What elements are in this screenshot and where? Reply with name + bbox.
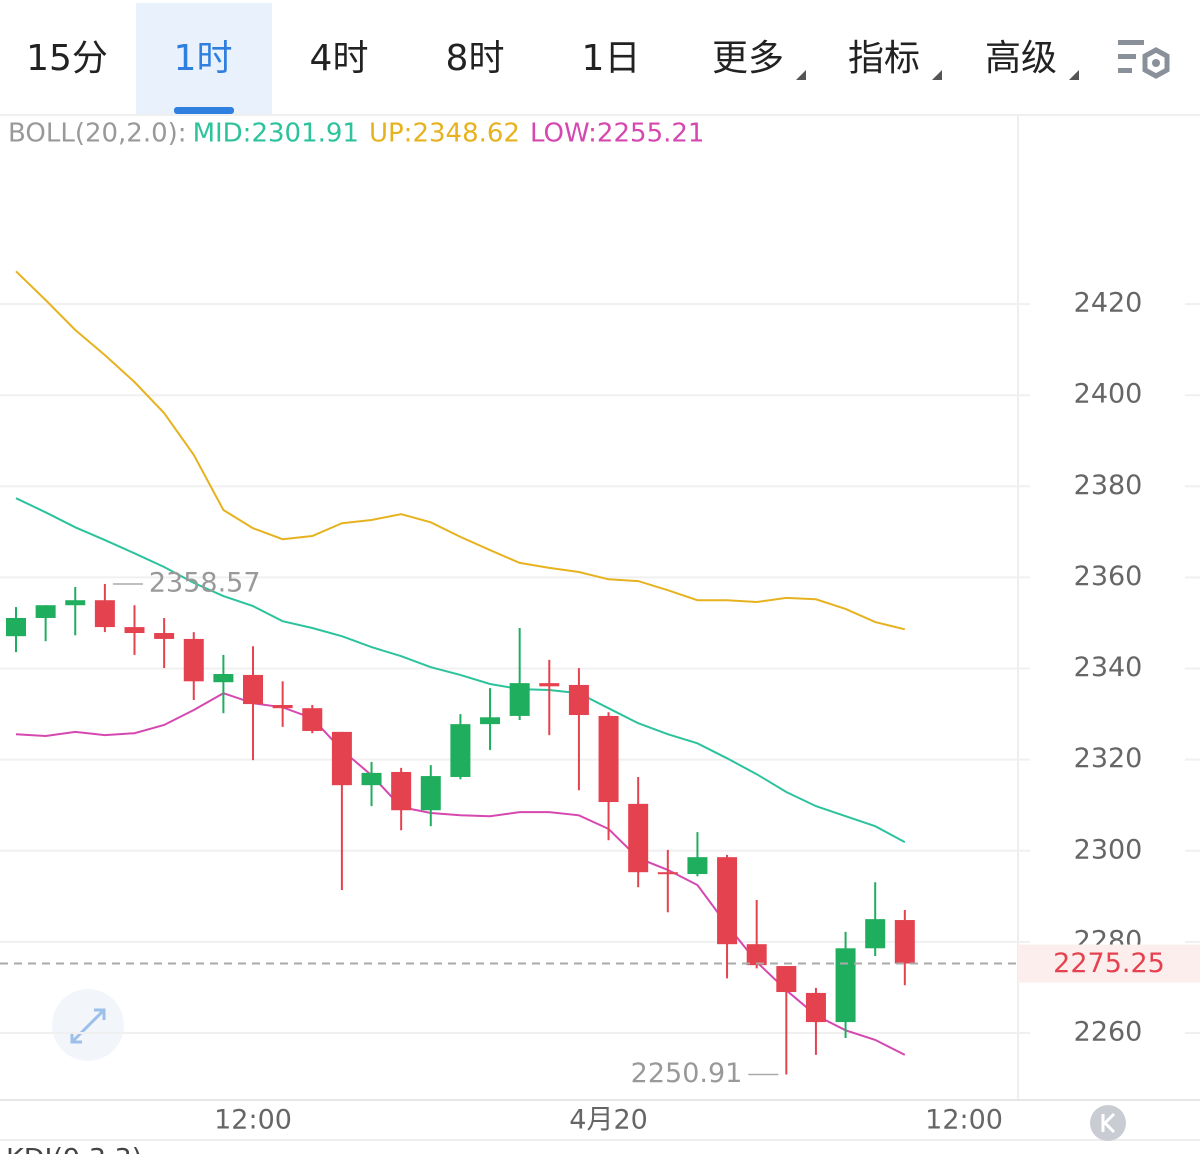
y-tick-label: 2420 xyxy=(1074,288,1143,319)
candle-body xyxy=(450,724,471,777)
tab[interactable]: 1时 xyxy=(174,38,233,79)
icon-bar xyxy=(1118,54,1136,59)
candle-body xyxy=(65,600,86,606)
candle-body xyxy=(94,600,115,628)
candle-body xyxy=(805,992,826,1023)
candle-body xyxy=(272,704,293,709)
candle-body xyxy=(657,872,678,875)
k-glyph xyxy=(1101,1112,1116,1134)
expand-button[interactable] xyxy=(52,989,124,1061)
icon-dot xyxy=(1152,59,1160,67)
tab[interactable]: 指标 xyxy=(848,38,920,79)
last-price-box xyxy=(1018,944,1200,983)
candle-body xyxy=(124,627,145,634)
candle-body xyxy=(509,683,530,716)
min-label: 2250.91 xyxy=(631,1058,743,1089)
dropdown-caret xyxy=(932,70,942,80)
candle-body xyxy=(717,857,738,945)
indicator-legend-title: BOLL(20,2.0): xyxy=(8,119,187,149)
icon-bar xyxy=(1118,68,1132,73)
candle-body xyxy=(154,633,175,639)
indicator-legend-item: LOW:2255.21 xyxy=(530,119,704,149)
tab[interactable]: 8时 xyxy=(446,38,505,79)
y-tick-label: 2260 xyxy=(1074,1017,1143,1048)
candle-body xyxy=(480,717,501,725)
k-button[interactable] xyxy=(1090,1105,1126,1141)
tab[interactable]: 1日 xyxy=(582,38,641,79)
y-tick-label: 2340 xyxy=(1074,652,1143,683)
tab[interactable]: 15分 xyxy=(26,38,108,79)
y-tick-label: 2300 xyxy=(1074,834,1143,865)
active-tab-underline xyxy=(174,107,234,114)
x-tick-label: 12:00 xyxy=(925,1105,1003,1136)
dropdown-caret xyxy=(796,70,806,80)
candle-body xyxy=(894,920,915,964)
tab[interactable]: 更多 xyxy=(712,38,784,79)
x-tick-label: 4月20 xyxy=(569,1105,648,1136)
candle-body xyxy=(243,674,264,705)
tab[interactable]: 高级 xyxy=(985,38,1057,79)
tab[interactable]: 4时 xyxy=(310,38,369,79)
settings-icon[interactable] xyxy=(1118,40,1170,79)
candle-body xyxy=(539,683,560,687)
icon-hex xyxy=(1142,47,1170,79)
candle-body xyxy=(361,772,382,786)
candle-body xyxy=(628,803,649,873)
expand-arrow xyxy=(70,1008,106,1044)
band-line xyxy=(15,497,906,843)
candle-body xyxy=(865,919,886,949)
last-price-label: 2275.25 xyxy=(1053,948,1165,979)
candle-body xyxy=(302,708,323,731)
y-tick-label: 2400 xyxy=(1074,379,1143,410)
max-label: 2358.57 xyxy=(149,567,261,598)
candle-body xyxy=(687,857,708,875)
k-circle xyxy=(1090,1105,1126,1141)
candle-body xyxy=(5,617,26,637)
candle-body xyxy=(746,944,767,966)
candle-body xyxy=(35,605,56,618)
candle-body xyxy=(568,684,589,716)
candle-body xyxy=(391,771,412,811)
dropdown-caret xyxy=(1069,70,1079,80)
indicator-legend-item: MID:2301.91 xyxy=(193,119,359,149)
x-tick-label: 12:00 xyxy=(214,1105,292,1136)
candle-body xyxy=(598,715,619,803)
icon-bar xyxy=(1118,40,1144,45)
candle-body xyxy=(776,966,797,993)
band-line xyxy=(15,270,906,631)
indicator-legend-item: UP:2348.62 xyxy=(369,119,520,149)
candle-body xyxy=(420,776,441,811)
y-tick-label: 2380 xyxy=(1074,470,1143,501)
candle-body xyxy=(835,948,856,1023)
candle-body xyxy=(331,731,352,786)
y-tick-label: 2320 xyxy=(1074,743,1143,774)
active-tab-bg xyxy=(136,3,272,115)
candle-body xyxy=(213,674,234,683)
y-tick-label: 2360 xyxy=(1074,561,1143,592)
lower-panel-title: KDJ(9,3,3) xyxy=(6,1144,142,1154)
candle-body xyxy=(183,638,204,682)
